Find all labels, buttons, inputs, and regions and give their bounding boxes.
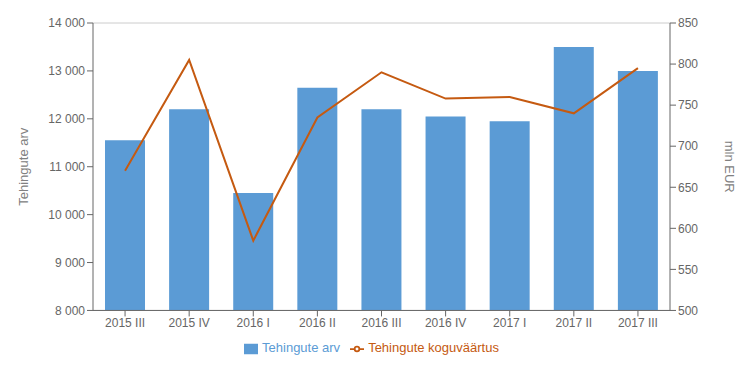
svg-text:2015 IV: 2015 IV	[168, 316, 209, 330]
html-text:Tehingute arv: Tehingute arv	[262, 340, 341, 356]
svg-text:2016 II: 2016 II	[299, 316, 336, 330]
svg-text:2017 I: 2017 I	[493, 316, 526, 330]
svg-text:650: 650	[678, 181, 698, 195]
svg-text:12 000: 12 000	[48, 112, 85, 126]
svg-text:500: 500	[678, 304, 698, 318]
svg-text:11 000: 11 000	[49, 160, 85, 174]
svg-text:800: 800	[678, 57, 698, 71]
svg-text:8 000: 8 000	[55, 304, 85, 318]
svg-text:550: 550	[678, 263, 698, 277]
svg-text:mln EUR: mln EUR	[722, 141, 737, 193]
svg-text:2015 III: 2015 III	[105, 316, 145, 330]
html-text:Tehingute koguväärtus: Tehingute koguväärtus	[368, 340, 499, 356]
svg-text:2016 I: 2016 I	[237, 316, 270, 330]
svg-text:Tehingute arv: Tehingute arv	[16, 127, 31, 206]
svg-text:700: 700	[678, 139, 698, 153]
svg-text:10 000: 10 000	[48, 208, 85, 222]
svg-text:13 000: 13 000	[48, 64, 85, 78]
svg-text:600: 600	[678, 222, 698, 236]
svg-text:850: 850	[678, 16, 698, 30]
svg-text:2016 III: 2016 III	[361, 316, 401, 330]
svg-text:2017 II: 2017 II	[555, 316, 592, 330]
svg-text:2016 IV: 2016 IV	[425, 316, 466, 330]
svg-text:750: 750	[678, 98, 698, 112]
svg-text:2017 III: 2017 III	[618, 316, 658, 330]
svg-text:14 000: 14 000	[48, 16, 85, 30]
svg-text:9 000: 9 000	[55, 256, 85, 270]
